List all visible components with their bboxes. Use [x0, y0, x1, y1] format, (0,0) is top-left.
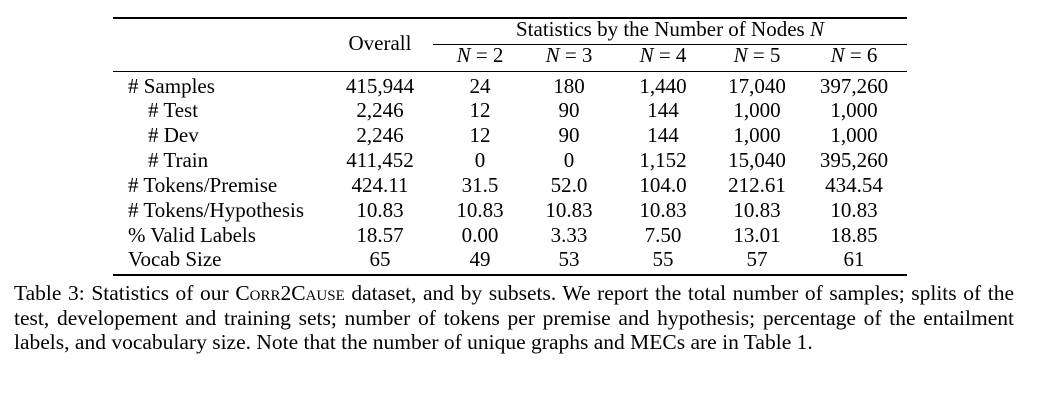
- n2-cell: 31.5: [461, 173, 499, 197]
- n4-cell: 7.50: [644, 223, 682, 247]
- header-bottom-rule: [113, 71, 907, 72]
- overall-header: Overall: [348, 31, 412, 55]
- n6-cell: 10.83: [830, 198, 878, 222]
- n6-cell: 18.85: [830, 223, 878, 247]
- n4-cell: 144: [647, 98, 679, 122]
- subheader-n-5: N = 5: [707, 43, 807, 67]
- n2-cell: 49: [469, 247, 491, 271]
- subheader-n-4: N = 4: [613, 43, 713, 67]
- n5-cell: 57: [746, 247, 768, 271]
- subheader-value: = 4: [653, 43, 687, 67]
- subheader-variable: N: [545, 43, 560, 67]
- n2-cell: 24: [469, 74, 491, 98]
- overall-cell: 2,246: [356, 123, 404, 147]
- overall-cell: 10.83: [356, 198, 404, 222]
- overall-cell: 65: [369, 247, 391, 271]
- n2-cell: 10.83: [456, 198, 504, 222]
- n3-cell: 180: [553, 74, 585, 98]
- row-label: # Tokens/Premise: [128, 173, 278, 197]
- n5-cell: 17,040: [728, 74, 786, 98]
- n6-cell: 1,000: [830, 123, 878, 147]
- group-header-variable: N: [809, 17, 824, 41]
- n2-cell: 12: [469, 123, 491, 147]
- n5-cell: 1,000: [733, 98, 781, 122]
- group-header-rule: [433, 44, 907, 45]
- n3-cell: 52.0: [550, 173, 588, 197]
- n3-cell: 3.33: [550, 223, 588, 247]
- n6-cell: 61: [843, 247, 865, 271]
- row-label: % Valid Labels: [128, 223, 256, 247]
- row-label: # Dev: [148, 123, 199, 147]
- n5-cell: 15,040: [728, 148, 786, 172]
- table-bottom-rule: [113, 274, 907, 276]
- caption-body: dataset, and by subsets. We report the t…: [14, 281, 1014, 354]
- overall-cell: 2,246: [356, 98, 404, 122]
- overall-cell: 424.11: [351, 173, 409, 197]
- row-label: # Train: [148, 148, 209, 172]
- n4-cell: 10.83: [639, 198, 687, 222]
- n3-cell: 53: [558, 247, 580, 271]
- caption-prefix: Table 3: Statistics of our: [14, 281, 236, 305]
- subheader-n-6: N = 6: [804, 43, 904, 67]
- row-label: Vocab Size: [128, 247, 222, 271]
- n6-cell: 1,000: [830, 98, 878, 122]
- row-label: # Tokens/Hypothesis: [128, 198, 305, 222]
- subheader-value: = 6: [844, 43, 878, 67]
- n6-cell: 395,260: [819, 148, 889, 172]
- n4-cell: 144: [647, 123, 679, 147]
- n3-cell: 0: [563, 148, 575, 172]
- overall-cell: 415,944: [345, 74, 415, 98]
- n3-cell: 90: [558, 98, 580, 122]
- row-label: # Test: [148, 98, 199, 122]
- subheader-variable: N: [733, 43, 748, 67]
- overall-cell: 411,452: [346, 148, 414, 172]
- subheader-variable: N: [456, 43, 471, 67]
- n2-cell: 0.00: [461, 223, 499, 247]
- table-top-rule: [113, 17, 907, 19]
- n5-cell: 1,000: [733, 123, 781, 147]
- subheader-variable: N: [830, 43, 845, 67]
- n4-cell: 104.0: [639, 173, 687, 197]
- n2-cell: 12: [469, 98, 491, 122]
- overall-cell: 18.57: [356, 223, 404, 247]
- subheader-n-3: N = 3: [519, 43, 619, 67]
- n5-cell: 13.01: [733, 223, 781, 247]
- subheader-n-2: N = 2: [430, 43, 530, 67]
- n4-cell: 55: [652, 247, 674, 271]
- n3-cell: 90: [558, 123, 580, 147]
- subheader-variable: N: [639, 43, 654, 67]
- n5-cell: 212.61: [728, 173, 786, 197]
- group-header: Statistics by the Number of Nodes N: [440, 17, 900, 41]
- n5-cell: 10.83: [733, 198, 781, 222]
- subheader-value: = 3: [559, 43, 593, 67]
- row-label: # Samples: [128, 74, 215, 98]
- n4-cell: 1,440: [639, 74, 687, 98]
- n6-cell: 397,260: [819, 74, 889, 98]
- caption-dataset-name: Corr2Cause: [235, 281, 345, 305]
- table-caption: Table 3: Statistics of our Corr2Cause da…: [14, 281, 1014, 355]
- subheader-value: = 2: [470, 43, 504, 67]
- n3-cell: 10.83: [545, 198, 593, 222]
- n4-cell: 1,152: [639, 148, 687, 172]
- group-header-title: Statistics by the Number of Nodes: [516, 17, 805, 41]
- n6-cell: 434.54: [825, 173, 883, 197]
- n2-cell: 0: [474, 148, 486, 172]
- subheader-value: = 5: [747, 43, 781, 67]
